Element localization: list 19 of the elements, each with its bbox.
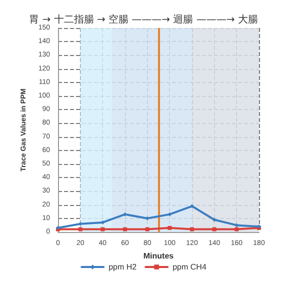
point [168,226,172,230]
point [212,227,216,232]
point [123,212,127,216]
point [100,227,105,232]
point [190,204,194,208]
chart-title: 胃 → 十二指腸 → 空腸 ———→ 迴腸 ———→ 大腸 [29,14,258,26]
line-series [56,204,261,230]
x-axis-title: Minutes [143,251,174,260]
point [78,227,82,232]
legend-label: ppm CH4 [172,262,207,272]
point [234,227,239,232]
point [190,227,194,232]
point [168,212,172,216]
point [123,227,127,232]
point [100,220,105,224]
legend-label: ppm H2 [108,262,138,272]
point [145,227,150,232]
point [212,218,216,222]
point [78,222,82,226]
